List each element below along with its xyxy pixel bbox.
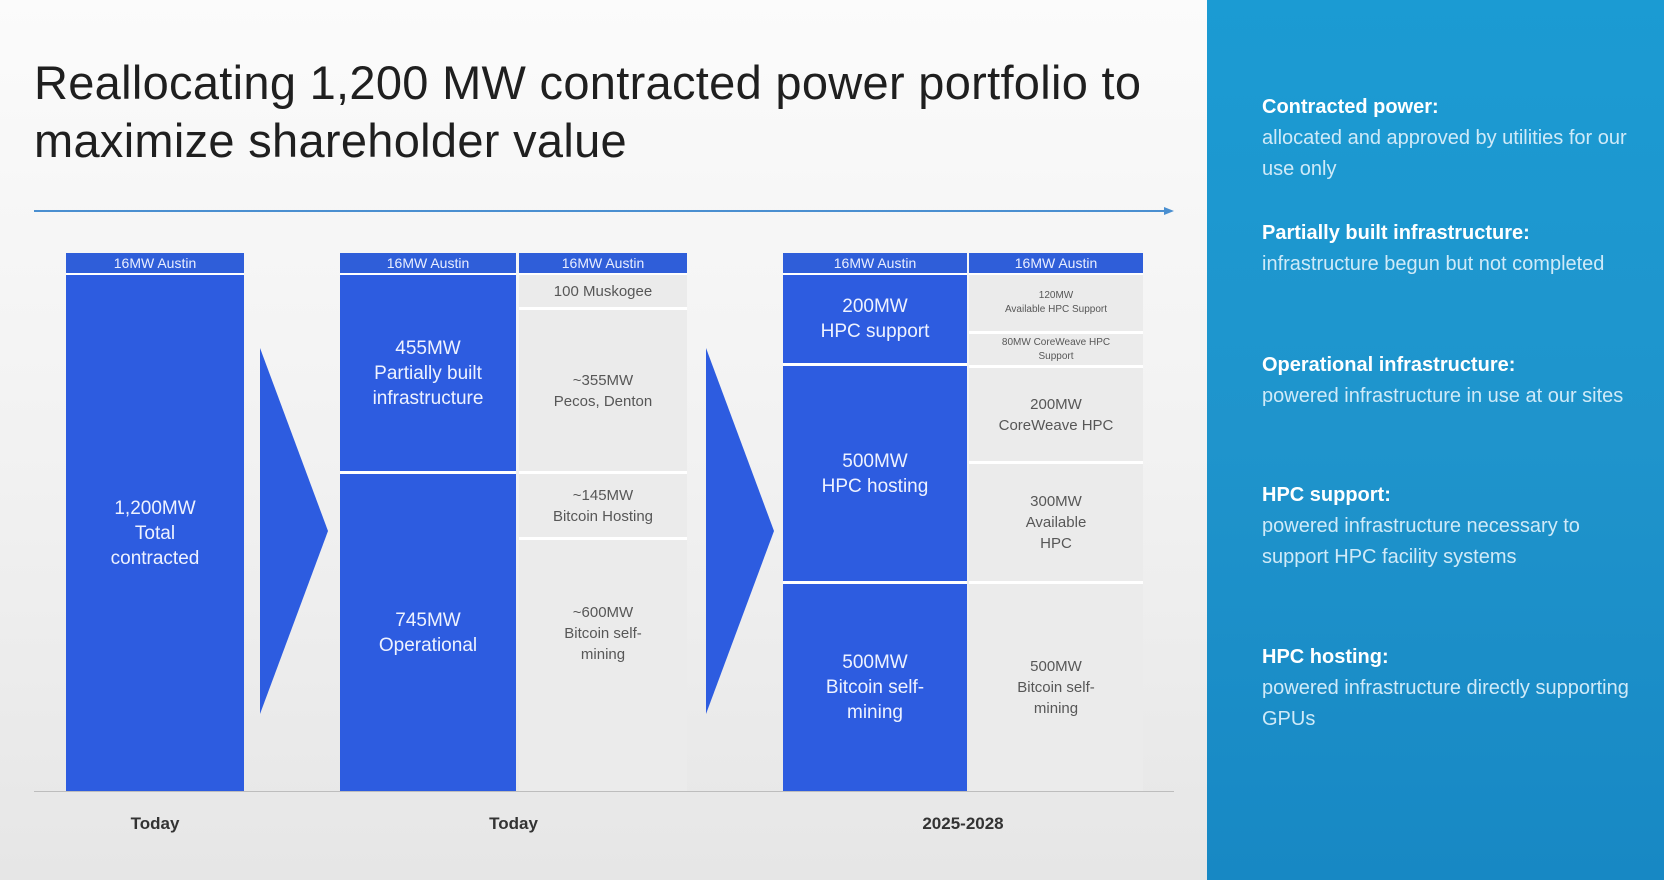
definition-term: HPC support (1262, 484, 1385, 506)
bar-label: Support (1038, 350, 1074, 362)
bar-label: Bitcoin Hosting (552, 507, 654, 525)
bar-label: Available HPC Support (1004, 304, 1108, 315)
definition-term: Operational infrastructure: (1262, 354, 1516, 376)
bar-label: mining (580, 646, 626, 663)
definition-desc: powered infrastructure directly supporti… (1262, 677, 1629, 730)
page-title: Reallocating 1,200 MW contracted power p… (34, 56, 1142, 167)
x-axis-label: 2025-2028 (922, 814, 1004, 833)
bar-pecos-denton: ~355MW Pecos, Denton (519, 307, 687, 471)
bar-value: 745MW (395, 609, 461, 631)
bar-available-hpc-support: 120MW Available HPC Support (969, 275, 1143, 331)
transition-arrow (706, 348, 774, 714)
definition-term: Partially built infrastructure (1262, 222, 1524, 244)
definition-item: Operational infrastructure: powered infr… (1262, 350, 1642, 412)
bar-austin: 16MW Austin (66, 253, 244, 275)
bar-operational: 745MW Operational (340, 471, 516, 791)
bar-label: mining (847, 702, 903, 723)
bar-austin: 16MW Austin (783, 253, 967, 275)
bar-label: Total (134, 522, 176, 544)
bar-label: infrastructure (372, 387, 484, 409)
bar-muskogee: 100 Muskogee (519, 275, 687, 307)
bar-total-contracted: 1,200MW Total contracted (66, 275, 244, 791)
bar-coreweave-hpc: 200MW CoreWeave HPC (969, 365, 1143, 461)
bar-available-hpc: 300MW Available HPC (969, 461, 1143, 581)
bar-partially-built: 455MW Partially built infrastructure (340, 275, 516, 471)
bar-label: Pecos, Denton (553, 392, 653, 410)
bar-value: 200MW (1030, 395, 1082, 413)
bar-label: mining (1033, 700, 1079, 717)
transition-arrow (260, 348, 328, 714)
bar-label: contracted (110, 547, 200, 569)
definition-term: HPC hosting (1262, 646, 1382, 668)
definition-item: Contracted power: allocated and approved… (1262, 96, 1627, 180)
bar-label: Bitcoin self- (1017, 679, 1095, 696)
bar-label: 80MW CoreWeave HPC (1001, 336, 1111, 348)
bar-austin: 16MW Austin (969, 253, 1143, 275)
bar-bitcoin-hosting: ~145MW Bitcoin Hosting (519, 471, 687, 537)
x-axis-label: Today (130, 814, 180, 833)
bar-label: HPC support (820, 321, 930, 342)
bar-label: HPC hosting (821, 475, 929, 497)
bar-value: ~145MW (572, 486, 634, 504)
bar-coreweave-hpc-support: 80MW CoreWeave HPC Support (969, 331, 1143, 365)
bar-value: 1,200MW (114, 497, 196, 519)
bar-bitcoin-self-mining: 500MW Bitcoin self- mining (969, 581, 1143, 791)
definitions-sidebar (1207, 0, 1664, 880)
definition-desc: infrastructure begun but not completed (1262, 253, 1605, 275)
definition-item: Partially built infrastructure: infrastr… (1262, 222, 1605, 275)
definition-desc: powered infrastructure in use at our sit… (1262, 385, 1624, 407)
bar-value: 455MW (395, 337, 461, 359)
x-axis-label: Today (489, 814, 538, 833)
bar-value: 120MW (1038, 290, 1074, 301)
bar-label: Operational (378, 634, 478, 656)
bar-hpc-support: 200MW HPC support (783, 275, 967, 363)
bar-value: 500MW (842, 652, 908, 673)
bar-value: 200MW (842, 296, 908, 317)
bar-label: CoreWeave HPC (998, 416, 1114, 434)
bar-austin: 16MW Austin (519, 253, 687, 275)
bar-value: ~355MW (572, 371, 634, 389)
definition-item: HPC support: powered infrastructure nece… (1262, 484, 1580, 568)
definition-desc: allocated and approved by utilities for … (1262, 127, 1627, 180)
bar-hpc-hosting: 500MW HPC hosting (783, 363, 967, 581)
bar-label: Bitcoin self- (825, 677, 925, 698)
chart-baseline (34, 791, 1174, 792)
bar-label: Partially built (374, 362, 482, 384)
bar-bitcoin-self-mining: 500MW Bitcoin self- mining (783, 581, 967, 791)
definition-term: Contracted power (1262, 96, 1433, 118)
bar-value: 300MW (1030, 493, 1082, 510)
timeline-arrow (34, 207, 1174, 215)
bar-bitcoin-self-mining: ~600MW Bitcoin self- mining (519, 537, 687, 791)
bar-value: 500MW (1030, 658, 1082, 675)
bar-value: ~600MW (572, 604, 634, 621)
definition-desc: powered infrastructure necessary to supp… (1262, 515, 1580, 568)
bar-label: Bitcoin self- (564, 625, 642, 642)
definition-item: HPC hosting: powered infrastructure dire… (1262, 646, 1629, 730)
bar-austin: 16MW Austin (340, 253, 516, 275)
bar-label: Available (1025, 514, 1087, 531)
bar-value: 500MW (842, 450, 908, 472)
bar-label: HPC (1040, 535, 1072, 552)
